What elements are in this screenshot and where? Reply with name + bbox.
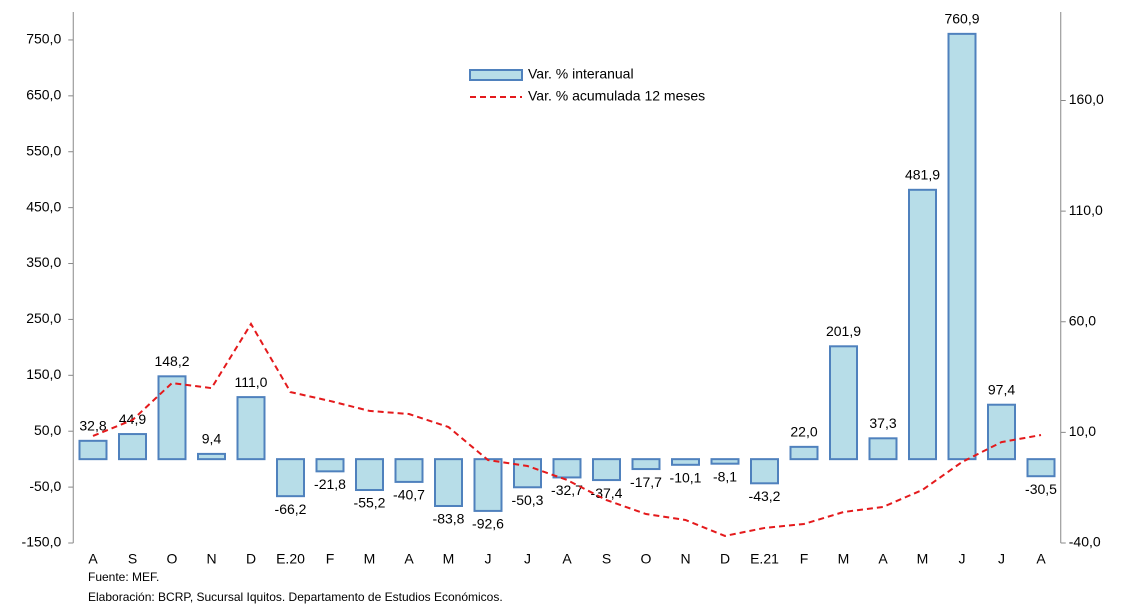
legend-swatch bbox=[469, 69, 523, 81]
x-tick-label: O bbox=[167, 551, 178, 567]
y-tick-label: 550,0 bbox=[26, 142, 61, 158]
bar bbox=[987, 403, 1016, 461]
value-label: -43,2 bbox=[749, 488, 781, 504]
x-tick-label: E.20 bbox=[276, 551, 305, 567]
value-label: -66,2 bbox=[275, 501, 307, 517]
bar bbox=[789, 445, 819, 461]
value-label: -32,7 bbox=[551, 482, 583, 498]
y2-tick-label: 110,0 bbox=[1069, 202, 1103, 218]
x-tick-label: F bbox=[800, 551, 809, 567]
x-tick-label: J bbox=[485, 551, 492, 567]
y-tick-label: -150,0 bbox=[22, 534, 62, 550]
x-tick-label: S bbox=[128, 551, 137, 567]
value-label: -37,4 bbox=[591, 485, 623, 501]
x-tick-label: A bbox=[88, 551, 98, 567]
x-tick-label: D bbox=[246, 551, 256, 567]
bar bbox=[829, 345, 858, 461]
bar bbox=[750, 458, 779, 485]
x-tick-label: J bbox=[959, 551, 966, 567]
bar bbox=[552, 458, 582, 479]
legend-label: Var. % interanual bbox=[528, 66, 634, 82]
x-tick-label: F bbox=[326, 551, 335, 567]
y-tick-label: 50,0 bbox=[34, 422, 61, 438]
value-label: 481,9 bbox=[905, 167, 940, 183]
value-label: 148,2 bbox=[154, 353, 189, 369]
x-tick-label: A bbox=[404, 551, 414, 567]
bar bbox=[671, 458, 700, 466]
x-tick-label: M bbox=[443, 551, 455, 567]
bar bbox=[197, 452, 226, 461]
value-label: -83,8 bbox=[433, 511, 465, 527]
source-note: Fuente: MEF. bbox=[88, 570, 159, 584]
x-tick-label: A bbox=[1036, 551, 1046, 567]
value-label: -10,1 bbox=[670, 470, 702, 486]
value-label: -21,8 bbox=[314, 476, 346, 492]
x-tick-label: O bbox=[641, 551, 652, 567]
x-tick-label: E.21 bbox=[750, 551, 779, 567]
value-label: -92,6 bbox=[472, 516, 504, 532]
value-label: 760,9 bbox=[944, 11, 979, 27]
y-tick-label: 450,0 bbox=[26, 198, 61, 214]
value-label: 37,3 bbox=[869, 415, 896, 431]
bar bbox=[236, 396, 266, 461]
y-tick-label: -50,0 bbox=[29, 478, 61, 494]
value-label: 97,4 bbox=[988, 381, 1015, 397]
x-tick-label: M bbox=[838, 551, 850, 567]
y2-tick-label: 60,0 bbox=[1069, 312, 1096, 328]
legend-label: Var. % acumulada 12 meses bbox=[528, 88, 705, 104]
bar bbox=[315, 458, 345, 473]
value-label: 111,0 bbox=[235, 374, 268, 390]
bar bbox=[355, 458, 384, 492]
y2-tick-label: 160,0 bbox=[1069, 91, 1104, 107]
value-label: -30,5 bbox=[1025, 481, 1057, 497]
bar bbox=[513, 458, 542, 489]
y2-tick-label: 10,0 bbox=[1069, 423, 1096, 439]
bar bbox=[592, 458, 621, 482]
bar bbox=[434, 458, 463, 507]
value-label: 32,8 bbox=[79, 418, 106, 434]
bar bbox=[276, 458, 305, 498]
x-tick-label: S bbox=[602, 551, 611, 567]
value-label: -8,1 bbox=[713, 468, 737, 484]
value-label: 9,4 bbox=[202, 431, 222, 447]
y-tick-label: 250,0 bbox=[26, 310, 61, 326]
x-tick-label: M bbox=[364, 551, 376, 567]
bar bbox=[631, 458, 661, 471]
bar bbox=[1026, 458, 1056, 478]
x-tick-label: N bbox=[680, 551, 690, 567]
bar bbox=[157, 375, 187, 461]
x-tick-label: D bbox=[720, 551, 730, 567]
y-tick-label: 650,0 bbox=[26, 87, 61, 103]
value-label: 201,9 bbox=[826, 323, 861, 339]
value-label: -17,7 bbox=[630, 474, 662, 490]
y-tick-label: 350,0 bbox=[26, 254, 61, 270]
y2-tick-label: -40,0 bbox=[1069, 534, 1101, 550]
bar bbox=[118, 433, 147, 461]
y-tick-label: 750,0 bbox=[26, 31, 61, 47]
value-label: -40,7 bbox=[393, 487, 425, 503]
bar bbox=[710, 458, 740, 465]
line bbox=[92, 322, 1042, 537]
value-label: -50,3 bbox=[512, 492, 544, 508]
x-tick-label: J bbox=[998, 551, 1005, 567]
credit-note: Elaboración: BCRP, Sucursal Iquitos. Dep… bbox=[88, 590, 503, 604]
bar bbox=[908, 188, 937, 461]
x-tick-label: A bbox=[878, 551, 888, 567]
y-tick-label: 150,0 bbox=[26, 366, 61, 382]
x-tick-label: A bbox=[562, 551, 572, 567]
x-tick-label: M bbox=[917, 551, 929, 567]
bar bbox=[473, 458, 503, 512]
value-label: 22,0 bbox=[790, 424, 817, 440]
bar bbox=[947, 32, 977, 461]
value-label: -55,2 bbox=[354, 495, 386, 511]
x-tick-label: N bbox=[206, 551, 216, 567]
bar bbox=[78, 439, 108, 461]
x-tick-label: J bbox=[524, 551, 531, 567]
bar bbox=[868, 437, 898, 461]
bar bbox=[394, 458, 424, 483]
